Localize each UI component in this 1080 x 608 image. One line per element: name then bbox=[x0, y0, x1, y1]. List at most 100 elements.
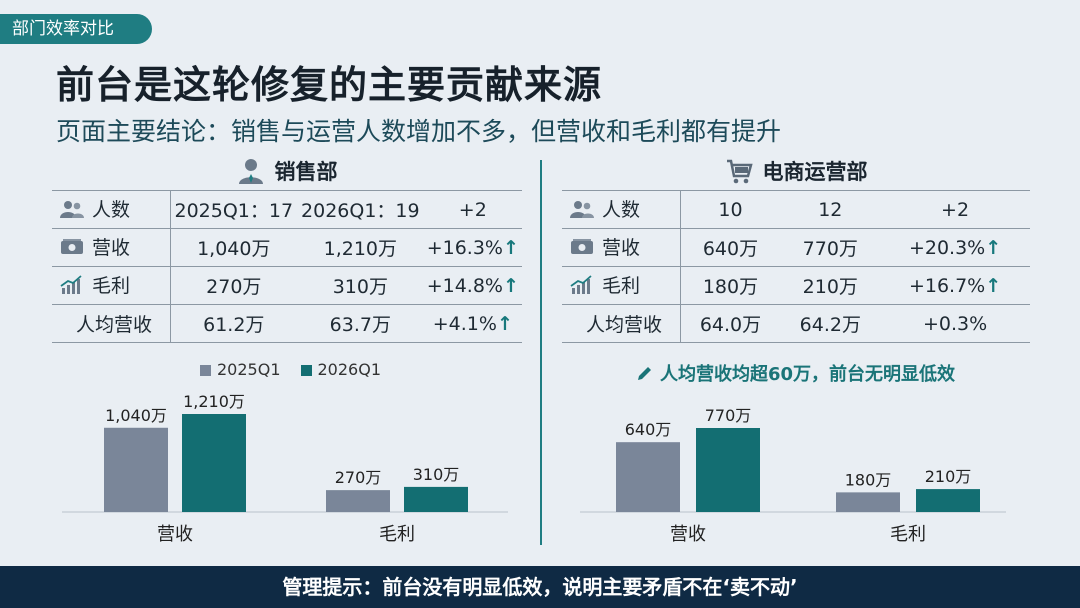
row-label: 营收 bbox=[562, 233, 640, 260]
bar-label: 270万 bbox=[335, 468, 382, 487]
row-label-cell: 营收 bbox=[562, 228, 681, 267]
cell-value: +16.3% bbox=[426, 236, 503, 259]
cash-icon bbox=[60, 237, 84, 257]
legend-label-2025: 2025Q1 bbox=[217, 360, 281, 379]
category-label: 营收 bbox=[157, 524, 193, 545]
row-label: 人均营收 bbox=[52, 310, 152, 337]
chart-legend: 2025Q1 2026Q1 bbox=[200, 360, 381, 379]
cell-value: 1,210万 bbox=[323, 238, 398, 260]
cell-b: 12 bbox=[780, 190, 881, 229]
cell-value: 10 bbox=[718, 198, 743, 221]
cell-value: +2 bbox=[941, 198, 970, 221]
cell-a: 2025Q1：17 bbox=[170, 190, 298, 229]
cell-value: 64.0万 bbox=[699, 314, 762, 336]
bar-label: 1,040万 bbox=[105, 406, 167, 425]
row-label-text: 人均营收 bbox=[76, 314, 153, 336]
footer-banner: 管理提示：前台没有明显低效，说明主要矛盾不在‘卖不动’ bbox=[0, 566, 1080, 608]
ecom-header: 电商运营部 bbox=[562, 152, 1030, 190]
cell-value: 12 bbox=[818, 198, 843, 221]
cell-value: 2025Q1：17 bbox=[174, 200, 294, 222]
ecom-chart: 640万 770万 营收 180万 210万 毛利 bbox=[580, 380, 1020, 550]
cell-a: 270万 bbox=[170, 266, 298, 305]
pencil-icon bbox=[638, 367, 651, 380]
arrow-up-icon: ↑ bbox=[502, 274, 519, 297]
cell-a: 180万 bbox=[680, 266, 781, 305]
row-label-cell: 人数 bbox=[562, 190, 681, 229]
legend-item-2026: 2026Q1 bbox=[300, 360, 381, 379]
sales-chart: 1,040万 1,210万 营收 270万 310万 毛利 bbox=[62, 380, 522, 550]
cell-value: 2026Q1：19 bbox=[301, 200, 420, 222]
arrow-up-icon: ↑ bbox=[985, 236, 1002, 259]
bar-label: 210万 bbox=[925, 467, 972, 486]
cash-icon bbox=[570, 237, 594, 257]
cell-b: 770万 bbox=[780, 228, 881, 267]
cell-value: 310万 bbox=[332, 276, 388, 298]
cell-a: 61.2万 bbox=[170, 304, 298, 343]
cell-a: 10 bbox=[680, 190, 781, 229]
legend-item-2025: 2025Q1 bbox=[200, 360, 281, 379]
section-tag: 部门效率对比 bbox=[0, 14, 152, 44]
cell-value: +4.1% bbox=[432, 312, 497, 335]
row-label-cell: 人均营收 bbox=[52, 304, 171, 343]
row-label-cell: 人数 bbox=[52, 190, 171, 229]
page-subtitle: 页面主要结论：销售与运营人数增加不多，但营收和毛利都有提升 bbox=[56, 117, 782, 146]
note-text: 人均营收均超60万，前台无明显低效 bbox=[660, 364, 956, 385]
cell-a: 64.0万 bbox=[680, 304, 781, 343]
bar bbox=[616, 442, 680, 512]
cell-b: 310万 bbox=[297, 266, 424, 305]
cell-b: 64.2万 bbox=[780, 304, 881, 343]
cell-b: 1,210万 bbox=[297, 228, 424, 267]
cell-value: 61.2万 bbox=[203, 314, 265, 336]
table-row: 人均营收 61.2万 63.7万 +4.1%↑ bbox=[52, 304, 522, 343]
row-label-text: 人数 bbox=[92, 199, 131, 222]
bar-label: 180万 bbox=[845, 470, 892, 489]
cell-value: 270万 bbox=[206, 276, 262, 298]
cell-value: 63.7万 bbox=[329, 314, 391, 336]
row-label: 毛利 bbox=[52, 271, 130, 298]
table-row: 人数 2025Q1：17 2026Q1：19 +2 bbox=[52, 190, 522, 229]
table-row: 人均营收 64.0万 64.2万 +0.3% bbox=[562, 304, 1030, 343]
bar bbox=[696, 428, 760, 512]
row-label-text: 人均营收 bbox=[586, 314, 663, 336]
arrow-up-icon: ↑ bbox=[496, 312, 513, 335]
bar-label: 310万 bbox=[413, 465, 460, 484]
bar-label: 1,210万 bbox=[183, 392, 245, 411]
panel-divider bbox=[540, 160, 542, 545]
cell-b: 63.7万 bbox=[297, 304, 424, 343]
arrow-up-icon: ↑ bbox=[502, 236, 519, 259]
cell-a: 1,040万 bbox=[170, 228, 298, 267]
cell-b: 210万 bbox=[780, 266, 881, 305]
cell-c: +14.8%↑ bbox=[423, 266, 522, 305]
cell-c: +0.3% bbox=[880, 304, 1030, 343]
cell-c: +20.3%↑ bbox=[880, 228, 1030, 267]
ecom-title: 电商运营部 bbox=[762, 160, 868, 184]
bar bbox=[182, 414, 246, 512]
row-label-cell: 人均营收 bbox=[562, 304, 681, 343]
cell-value: 770万 bbox=[802, 238, 858, 260]
cell-a: 640万 bbox=[680, 228, 781, 267]
table-row: 人数 10 12 +2 bbox=[562, 190, 1030, 229]
person-icon bbox=[238, 159, 263, 184]
sales-title: 销售部 bbox=[274, 160, 338, 184]
people-icon bbox=[570, 199, 594, 219]
page-title: 前台是这轮修复的主要贡献来源 bbox=[56, 63, 603, 107]
row-label: 人数 bbox=[52, 195, 130, 222]
row-label-text: 营收 bbox=[92, 237, 131, 260]
legend-swatch-2026 bbox=[300, 365, 312, 376]
cell-value: +14.8% bbox=[426, 274, 503, 297]
row-label-text: 人数 bbox=[602, 199, 641, 222]
bar bbox=[326, 490, 390, 512]
arrow-up-icon: ↑ bbox=[985, 274, 1002, 297]
people-icon bbox=[60, 199, 84, 219]
row-label: 人均营收 bbox=[562, 310, 662, 337]
table-row: 营收 640万 770万 +20.3%↑ bbox=[562, 228, 1030, 267]
category-label: 营收 bbox=[670, 524, 706, 545]
bar-label: 770万 bbox=[705, 406, 752, 425]
row-label-text: 毛利 bbox=[92, 275, 131, 298]
cell-value: 640万 bbox=[702, 238, 759, 260]
cell-value: 64.2万 bbox=[799, 314, 861, 336]
bar-label: 640万 bbox=[625, 420, 672, 439]
row-label-text: 毛利 bbox=[602, 275, 641, 298]
cell-c: +2 bbox=[880, 190, 1030, 229]
